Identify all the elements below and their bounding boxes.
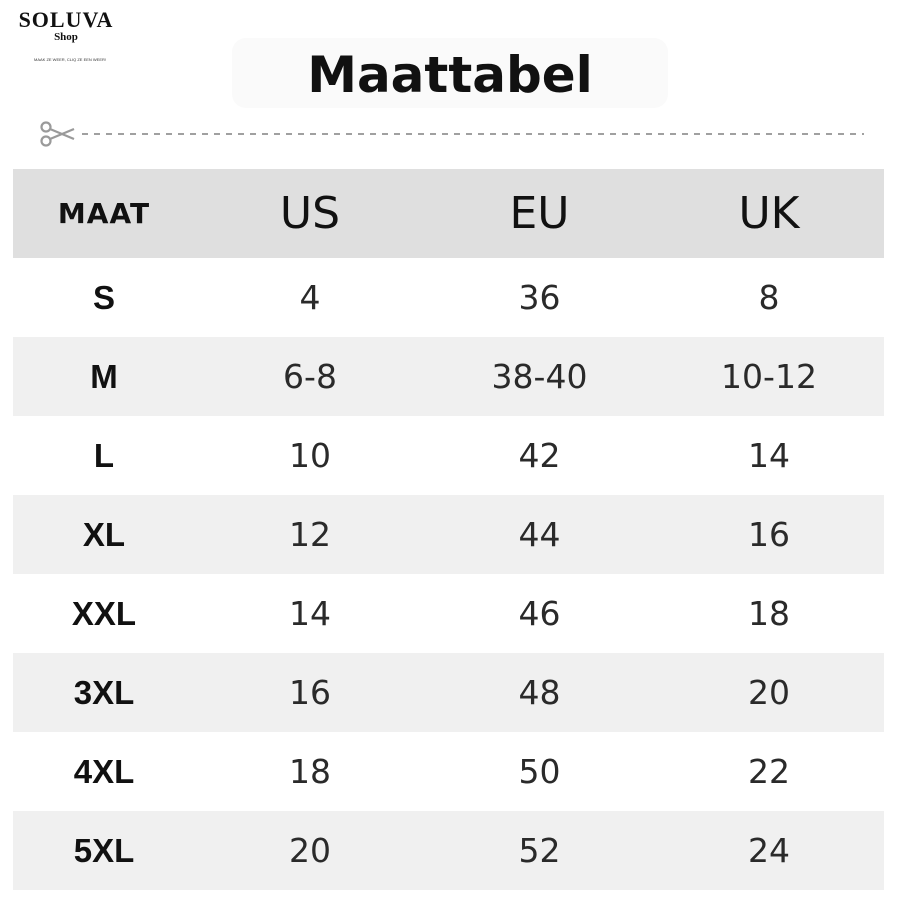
cell-uk: 8	[758, 278, 780, 317]
brand-logo: SOLUVA Shop MAAK ZE WEER, CLIQ ZE EEN WE…	[4, 7, 128, 63]
cell-us: 4	[299, 278, 321, 317]
cell-eu: 52	[518, 831, 561, 870]
cell-uk: 24	[748, 831, 790, 870]
cell-us: 14	[289, 594, 331, 633]
cell-us: 16	[289, 673, 331, 712]
cell-size: XXL	[71, 594, 137, 632]
logo-tagline: MAAK ZE WEER, CLIQ ZE EEN WEER!	[34, 57, 107, 62]
cell-eu: 46	[518, 594, 561, 633]
cell-eu: 42	[518, 436, 561, 475]
table-header-row: MAAT US EU UK	[13, 169, 884, 258]
table-row: S 4 36 8	[13, 258, 884, 337]
cell-eu: 38-40	[491, 357, 588, 396]
cell-eu: 48	[518, 673, 561, 712]
cell-uk: 14	[748, 436, 790, 475]
cell-uk: 22	[748, 752, 790, 791]
cell-size: L	[93, 436, 115, 474]
table-row: L 10 42 14	[13, 416, 884, 495]
cell-eu: 44	[518, 515, 561, 554]
table-row: XXL 14 46 18	[13, 574, 884, 653]
cell-size: 3XL	[73, 673, 135, 711]
title-backdrop	[232, 38, 668, 108]
logo-name: SOLUVA	[18, 7, 114, 32]
table-row: M 6-8 38-40 10-12	[13, 337, 884, 416]
scissors-icon	[40, 121, 75, 147]
cell-uk: 10-12	[721, 357, 817, 396]
cell-uk: 18	[748, 594, 790, 633]
table-row: 5XL 20 52 24	[13, 811, 884, 890]
header-us: US	[279, 188, 341, 239]
cell-eu: 50	[518, 752, 561, 791]
cell-eu: 36	[518, 278, 561, 317]
page-title: Maattabel	[307, 46, 593, 104]
cut-line	[40, 121, 864, 147]
table-row: XL 12 44 16	[13, 495, 884, 574]
cell-uk: 16	[748, 515, 790, 554]
cell-us: 18	[289, 752, 331, 791]
cell-us: 20	[289, 831, 331, 870]
cell-size: M	[90, 357, 118, 395]
cell-size: S	[92, 278, 115, 316]
cell-us: 12	[289, 515, 331, 554]
logo-subtitle: Shop	[54, 31, 78, 43]
cell-size: XL	[82, 515, 126, 553]
cell-size: 4XL	[73, 752, 135, 790]
table-row: 3XL 16 48 20	[13, 653, 884, 732]
header-maat: MAAT	[57, 197, 151, 230]
cell-us: 10	[289, 436, 331, 475]
cell-us: 6-8	[283, 357, 337, 396]
table-row: 4XL 18 50 22	[13, 732, 884, 811]
cell-size: 5XL	[73, 831, 135, 869]
header-eu: EU	[509, 188, 570, 239]
header-uk: UK	[738, 188, 800, 239]
size-table: MAAT US EU UK S 4 36 8 M 6-8 38-40 10-12…	[13, 169, 884, 890]
cell-uk: 20	[748, 673, 790, 712]
